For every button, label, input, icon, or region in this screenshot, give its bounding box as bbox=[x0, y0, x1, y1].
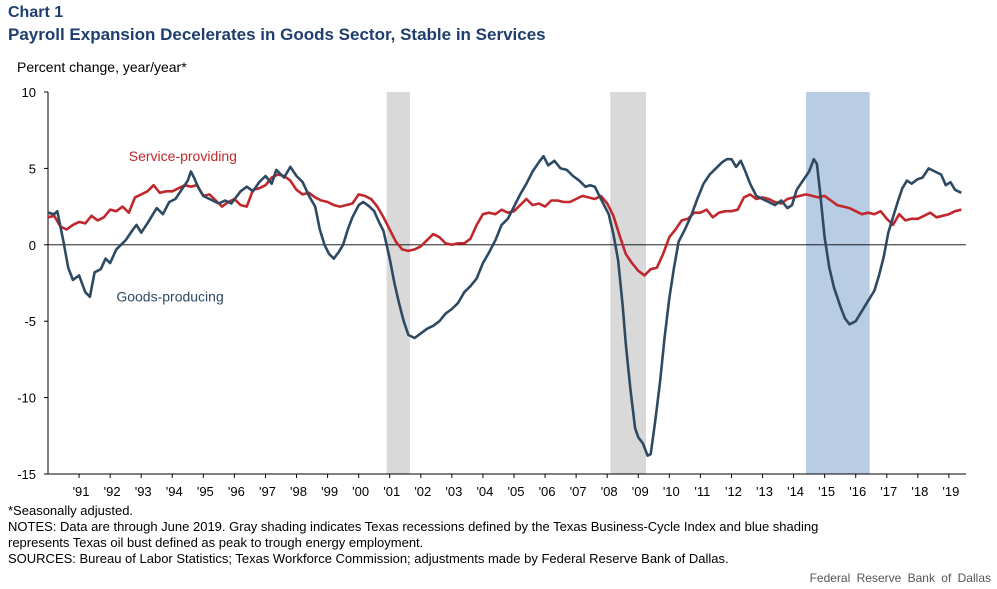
x-tick-label: '03 bbox=[445, 484, 462, 499]
y-tick-label: -15 bbox=[17, 467, 36, 482]
y-tick-label: 0 bbox=[29, 238, 36, 253]
x-tick-label: '02 bbox=[414, 484, 431, 499]
x-tick-label: '18 bbox=[911, 484, 928, 499]
x-tick-label: '00 bbox=[352, 484, 369, 499]
goods-producing-line bbox=[47, 154, 962, 457]
y-tick-label: 10 bbox=[22, 85, 36, 100]
x-tick-label: '92 bbox=[104, 484, 121, 499]
x-tick-label: '93 bbox=[135, 484, 152, 499]
x-tick-label: '11 bbox=[694, 484, 710, 499]
x-tick-label: '14 bbox=[787, 484, 804, 499]
x-tick-label: '01 bbox=[383, 484, 400, 499]
x-tick-label: '07 bbox=[570, 484, 587, 499]
x-tick-label: '15 bbox=[818, 484, 835, 499]
x-tick-label: '95 bbox=[197, 484, 214, 499]
shaded-period-2 bbox=[610, 92, 647, 474]
x-tick-label: '98 bbox=[290, 484, 307, 499]
x-tick-label: '19 bbox=[942, 484, 959, 499]
notes-line-2: represents Texas oil bust defined as pea… bbox=[8, 535, 424, 550]
chart-title: Payroll Expansion Decelerates in Goods S… bbox=[8, 25, 546, 44]
x-tick-label: '05 bbox=[508, 484, 525, 499]
notes-line-1: NOTES: Data are through June 2019. Gray … bbox=[8, 519, 819, 534]
x-tick-label: '96 bbox=[228, 484, 245, 499]
shaded-period-3 bbox=[806, 92, 870, 474]
y-axis-label: Percent change, year/year* bbox=[17, 59, 187, 75]
seasonal-note: *Seasonally adjusted. bbox=[8, 503, 134, 518]
source-credit: Federal Reserve Bank of Dallas bbox=[809, 571, 991, 585]
x-tick-label: '06 bbox=[539, 484, 556, 499]
x-tick-label: '10 bbox=[663, 484, 680, 499]
goods-producing-label: Goods-producing bbox=[116, 288, 223, 304]
line-chart: 10 5 0 -5 -10 -15 '91 '92 '93 '94 '95 '96 '97 '98 '99 '… bbox=[17, 85, 966, 499]
x-tick-label: '99 bbox=[321, 484, 338, 499]
x-tick-label: '09 bbox=[632, 484, 649, 499]
x-tick-label: '04 bbox=[476, 484, 493, 499]
shaded-period-1 bbox=[386, 92, 410, 474]
footnotes: *Seasonally adjusted. NOTES: Data are th… bbox=[8, 503, 818, 567]
x-tick-label: '97 bbox=[259, 484, 276, 499]
x-tick-label: '91 bbox=[73, 484, 90, 499]
x-tick-label: '12 bbox=[725, 484, 742, 499]
sources-note: SOURCES: Bureau of Labor Statistics; Tex… bbox=[8, 551, 729, 566]
service-providing-label: Service-providing bbox=[129, 148, 237, 164]
y-tick-label: 5 bbox=[29, 161, 36, 176]
x-tick-label: '94 bbox=[166, 484, 183, 499]
x-tick-label: '17 bbox=[880, 484, 897, 499]
x-tick-label: '08 bbox=[601, 484, 618, 499]
x-tick-label: '13 bbox=[756, 484, 773, 499]
y-tick-label: -10 bbox=[17, 391, 36, 406]
chart-number: Chart 1 bbox=[8, 4, 64, 21]
y-tick-label: -5 bbox=[24, 314, 36, 329]
x-tick-label: '16 bbox=[849, 484, 866, 499]
